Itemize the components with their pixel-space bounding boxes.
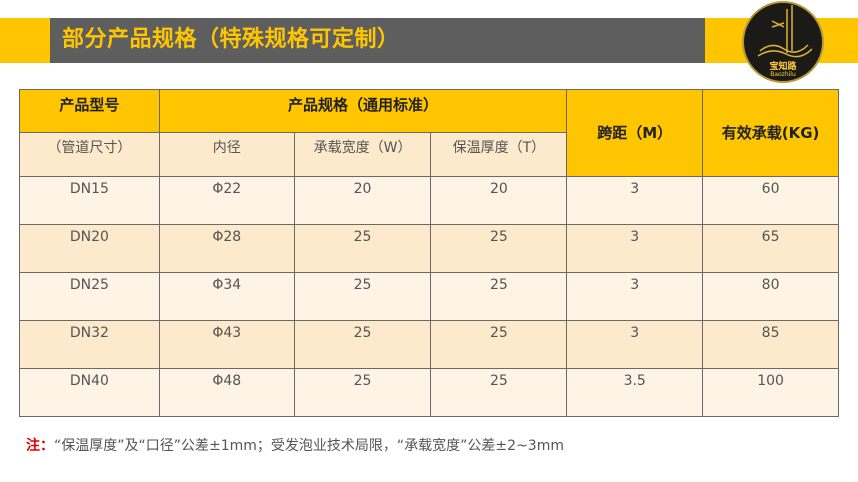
spec-table: 产品型号 产品规格（通用标准） 跨距（M） 有效承载(KG) （管道尺寸） 内径… [19, 89, 839, 417]
table-cell: 3 [566, 224, 704, 273]
page-title: 部分产品规格（特殊规格可定制） [62, 27, 400, 52]
table-cell: 85 [702, 320, 839, 369]
bamboo-icon [757, 5, 813, 58]
header-model: 产品型号 [19, 89, 160, 133]
table-cell: 100 [702, 368, 839, 417]
table-row: DN32 Φ43 25 25 3 85 [19, 320, 839, 369]
table-cell: 3.5 [566, 368, 704, 417]
table-cell: 3 [566, 320, 704, 369]
table-cell: DN40 [19, 368, 160, 417]
table-cell: 25 [430, 272, 568, 321]
table-cell: 25 [430, 320, 568, 369]
table-cell: Φ48 [158, 368, 295, 417]
table-cell: DN32 [19, 320, 160, 369]
table-cell: 80 [702, 272, 839, 321]
header-span: 跨距（M） [566, 89, 704, 177]
table-cell: 25 [293, 320, 432, 369]
subheader-cell: 承载宽度（W） [293, 132, 432, 177]
logo: 宝知路 Baozhilu [742, 1, 824, 83]
table-cell: 3 [566, 176, 704, 225]
subheader-cell: 保温厚度（T） [430, 132, 568, 177]
table-cell: 25 [430, 368, 568, 417]
header-load: 有效承载(KG) [702, 89, 839, 177]
table-cell: 3 [566, 272, 704, 321]
table-cell: Φ34 [158, 272, 295, 321]
note-text: “保温厚度”及“口径”公差±1mm；受发泡业技术局限，“承载宽度”公差±2~3m… [54, 438, 564, 454]
table-cell: 25 [293, 368, 432, 417]
table-cell: 25 [293, 224, 432, 273]
table-cell: DN15 [19, 176, 160, 225]
title-box [50, 18, 705, 63]
table-cell: 65 [702, 224, 839, 273]
footnote: 注：“保温厚度”及“口径”公差±1mm；受发泡业技术局限，“承载宽度”公差±2~… [26, 435, 564, 455]
subheader-cell: （管道尺寸） [19, 132, 160, 177]
table-cell: DN20 [19, 224, 160, 273]
table-cell: 20 [430, 176, 568, 225]
table-row: DN40 Φ48 25 25 3.5 100 [19, 368, 839, 417]
table-row: DN20 Φ28 25 25 3 65 [19, 224, 839, 273]
table-cell: Φ22 [158, 176, 295, 225]
table-cell: 25 [293, 272, 432, 321]
table-cell: Φ43 [158, 320, 295, 369]
table-row: DN25 Φ34 25 25 3 80 [19, 272, 839, 321]
subheader-cell: 内径 [158, 132, 295, 177]
table-cell: DN25 [19, 272, 160, 321]
table-cell: 20 [293, 176, 432, 225]
note-label: 注： [26, 438, 54, 454]
header-spec: 产品规格（通用标准） [158, 89, 568, 133]
table-cell: Φ28 [158, 224, 295, 273]
table-cell: 25 [430, 224, 568, 273]
table-row: DN15 Φ22 20 20 3 60 [19, 176, 839, 225]
table-cell: 60 [702, 176, 839, 225]
